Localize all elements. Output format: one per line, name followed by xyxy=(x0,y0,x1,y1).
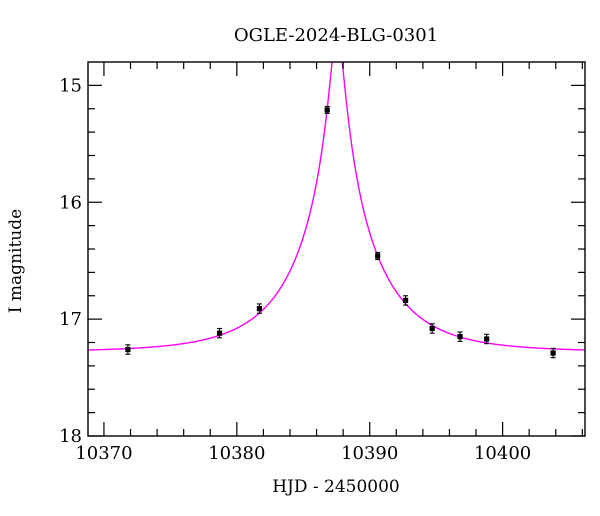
y-tick-label: 15 xyxy=(59,75,82,96)
plot-frame-border xyxy=(87,61,586,437)
data-point xyxy=(256,303,263,314)
data-point xyxy=(403,295,409,306)
data-point xyxy=(324,105,330,114)
data-point xyxy=(429,323,435,334)
y-tick-label: 17 xyxy=(59,309,82,330)
axis-ticks-layer xyxy=(88,62,585,437)
model-curve-layer xyxy=(88,62,585,351)
chart-title: OGLE-2024-BLG-0301 xyxy=(234,25,438,46)
x-tick-label: 10390 xyxy=(341,443,398,464)
data-point xyxy=(484,333,490,345)
data-point xyxy=(375,251,381,261)
data-points-layer xyxy=(125,105,556,359)
x-tick-label: 10380 xyxy=(208,443,265,464)
data-point xyxy=(216,327,223,339)
x-tick-label: 10370 xyxy=(75,443,132,464)
tick-labels-layer: 10370 10380 10390 10400 15 16 17 18 xyxy=(59,75,531,464)
y-tick-label: 16 xyxy=(59,192,82,213)
y-axis-label: I magnitude xyxy=(6,209,26,313)
x-tick-label: 10400 xyxy=(474,443,531,464)
data-point xyxy=(125,344,131,355)
data-point xyxy=(457,331,463,342)
x-axis-label: HJD - 2450000 xyxy=(272,477,400,497)
data-point xyxy=(550,347,556,359)
plot-frame xyxy=(87,61,586,437)
y-tick-label: 18 xyxy=(59,426,82,447)
microlensing-model-curve xyxy=(88,62,585,351)
